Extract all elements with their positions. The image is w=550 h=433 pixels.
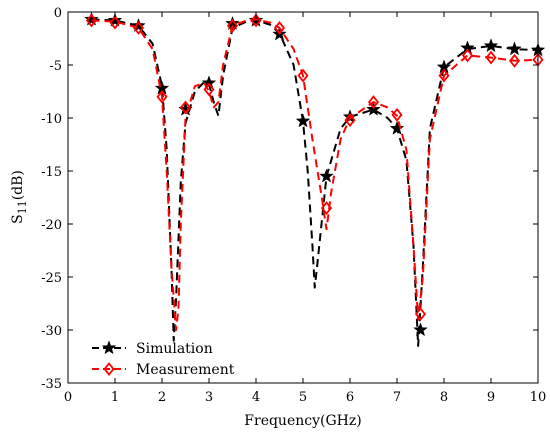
data-point-measurement [250,13,262,28]
legend-label-simulation: Simulation [136,341,213,357]
data-point-measurement [508,53,521,68]
legend-label-measurement: Measurement [136,362,235,378]
x-axis-label: Frequency(GHz) [244,413,361,429]
data-point-measurement [109,15,121,30]
x-tick-label: 6 [346,390,354,405]
data-point-measurement [156,89,168,104]
y-tick-label: -15 [41,165,62,180]
data-point-measurement [132,20,145,35]
data-point-measurement [179,100,192,115]
data-point-measurement [320,201,333,216]
plot-area: 0 1 2 3 4 5 6 7 8 9 10 0 -5 -10 -15 -20 -25 -30 -35 [41,6,546,405]
data-point-measurement [344,113,356,128]
x-tick-label: 4 [252,390,260,405]
data-point-measurement [438,68,450,83]
tick-layer: 0 1 2 3 4 5 6 7 8 9 10 0 -5 -10 -15 -20 -25 -30 -35 [41,6,546,405]
x-tick-label: 3 [205,390,213,405]
data-point-measurement [367,95,380,110]
x-tick-label: 5 [299,390,307,405]
legend-marker-simulation [101,340,117,355]
data-point-measurement [391,107,403,122]
y-tick-label: -25 [41,271,62,286]
data-point-measurement [85,13,98,28]
data-point-simulation [131,18,146,33]
x-tick-label: 0 [64,390,72,405]
data-point-measurement [414,307,427,322]
y-tick-label: 0 [54,6,62,21]
y-tick-label: -30 [41,324,62,339]
series-layer [84,11,546,347]
data-point-simulation [389,120,405,135]
data-point-simulation [84,11,99,26]
data-point-simulation [295,113,311,128]
legend: Simulation Measurement [92,340,235,378]
data-point-measurement [297,68,309,83]
x-tick-label: 1 [111,390,119,405]
data-point-measurement [273,20,286,35]
y-axis-label: S11(dB) [10,170,29,224]
series-line-measurement [91,18,539,331]
x-tick-label: 9 [487,390,495,405]
x-tick-label: 2 [158,390,166,405]
legend-marker-measurement [103,362,115,376]
x-tick-label: 7 [393,390,401,405]
data-point-simulation [107,12,123,27]
data-point-measurement [226,18,239,33]
data-point-simulation [483,38,499,53]
x-tick-label: 8 [440,390,448,405]
y-axis-label-subscript: 11 [16,200,29,214]
y-tick-label: -20 [41,218,62,233]
data-point-measurement [461,48,474,63]
legend-diamond-icon [103,362,115,376]
y-axis-label-main: S [10,214,26,224]
x-tick-label: 10 [530,390,547,405]
y-tick-label: -5 [49,59,62,74]
y-tick-label: -10 [41,112,62,127]
data-point-simulation [507,41,522,56]
series-measurement [85,13,544,331]
data-point-simulation [201,75,217,90]
series-simulation [84,11,546,347]
data-point-simulation [319,168,334,183]
data-point-measurement [485,50,497,65]
legend-star-icon [101,340,117,355]
y-axis-label-unit: (dB) [10,170,26,200]
data-point-simulation [413,322,428,337]
y-tick-label: -35 [41,377,62,392]
data-point-measurement [203,82,215,97]
